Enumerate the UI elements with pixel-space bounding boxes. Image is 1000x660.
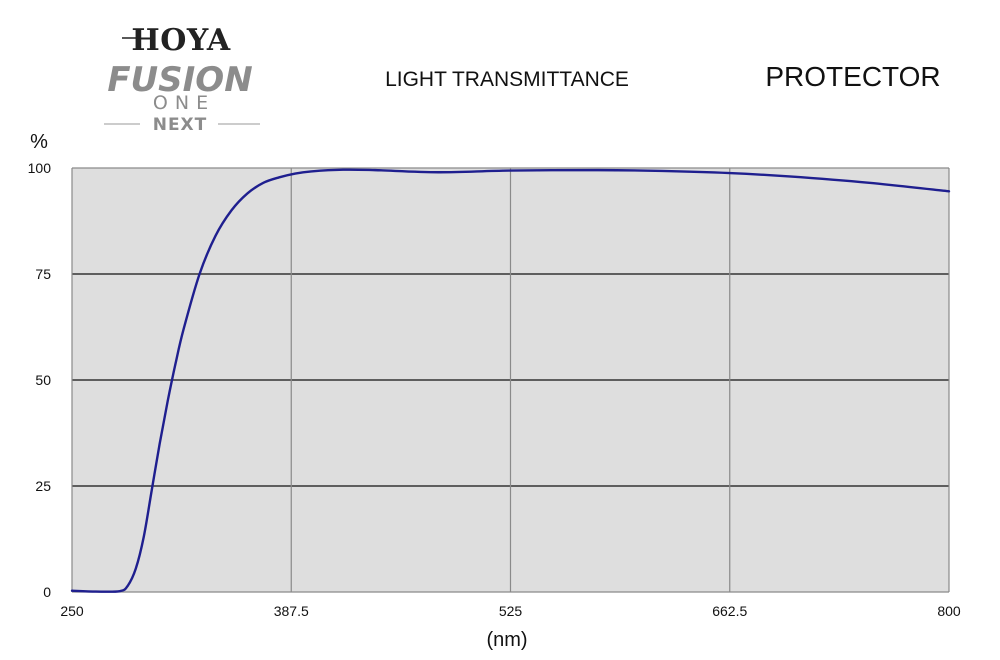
y-tick-label: 25: [35, 478, 51, 494]
logo-line2: ONE: [153, 92, 215, 114]
logo-line1: FUSION: [107, 60, 252, 100]
y-tick-label: 0: [43, 584, 51, 600]
x-tick-labels: 250 387.5 525 662.5 800: [60, 603, 961, 619]
logo-line3: NEXT: [153, 115, 208, 135]
x-tick-label: 800: [937, 603, 961, 619]
y-tick-labels: 0 25 50 75 100: [28, 160, 52, 600]
chart-title: LIGHT TRANSMITTANCE: [385, 68, 629, 91]
y-tick-label: 50: [35, 372, 51, 388]
x-tick-label: 250: [60, 603, 84, 619]
x-tick-label: 662.5: [712, 603, 747, 619]
x-tick-label: 387.5: [274, 603, 309, 619]
y-tick-label: 100: [28, 160, 52, 176]
grid: [71, 167, 950, 593]
x-axis-label: (nm): [486, 629, 527, 651]
x-tick-label: 525: [499, 603, 523, 619]
hoya-logo: HOYA FUSION ONE NEXT: [104, 23, 260, 135]
logo-brand: HOYA: [131, 23, 230, 58]
series-line: [70, 168, 951, 593]
y-axis-label: %: [30, 131, 48, 153]
y-tick-label: 75: [35, 266, 51, 282]
chart-subtitle: PROTECTOR: [765, 61, 940, 92]
